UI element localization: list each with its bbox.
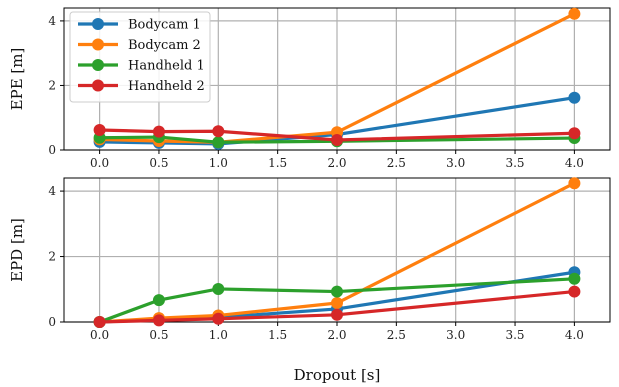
epe-point-handheld-2: [568, 127, 581, 140]
epd-y-tick-label: 2: [48, 250, 56, 264]
epe-x-tick-label: 2.5: [387, 156, 406, 170]
legend: Bodycam 1 Bodycam 2 Handheld 1 Handheld 2: [69, 11, 211, 103]
epd-x-tick-label: 0.0: [90, 328, 109, 342]
epe-point-handheld-2: [93, 123, 106, 136]
epd-point-handheld-1: [212, 282, 225, 295]
legend-label-bodycam-1: Bodycam 1: [128, 18, 201, 33]
epe-x-tick-label: 0.5: [149, 156, 168, 170]
x-axis-label: Dropout [s]: [294, 366, 381, 384]
epd-point-handheld-2: [93, 316, 106, 328]
epd-point-handheld-2: [331, 308, 343, 321]
epe-x-tick-label: 1.5: [268, 156, 287, 170]
epe-x-tick-label: 1.0: [209, 156, 228, 170]
legend-label-handheld-2: Handheld 2: [128, 79, 205, 94]
epe-point-handheld-2: [152, 125, 165, 138]
epd-y-tick-label: 0: [48, 315, 56, 329]
epe-y-tick-label: 0: [48, 143, 56, 157]
epd-point-handheld-2: [152, 314, 165, 327]
epe-x-tick-label: 0.0: [90, 156, 109, 170]
epd-x-tick-label: 2.0: [327, 328, 346, 342]
legend-marker-bodycam-1: [92, 18, 104, 30]
epd-y-axis-label: EPD [m]: [8, 218, 26, 282]
epe-point-bodycam-2: [568, 7, 581, 20]
epd-x-tick-label: 1.5: [268, 328, 287, 342]
legend-label-handheld-1: Handheld 1: [128, 59, 205, 74]
epd-x-tick-label: 0.5: [149, 328, 168, 342]
epe-x-tick-label: 2.0: [327, 156, 346, 170]
epd-point-handheld-1: [152, 294, 165, 307]
epe-point-handheld-2: [212, 125, 225, 138]
epe-point-bodycam-1: [568, 91, 581, 104]
legend-box: [69, 11, 211, 103]
epd-x-tick-label: 1.0: [209, 328, 228, 342]
legend-label-bodycam-2: Bodycam 2: [128, 38, 201, 53]
legend-marker-bodycam-2: [92, 38, 104, 51]
epd-x-tick-label: 3.0: [446, 328, 465, 342]
epd-point-handheld-1: [568, 272, 581, 285]
epe-y-axis-label: EPE [m]: [8, 48, 26, 111]
epe-point-handheld-2: [331, 133, 343, 146]
epd-x-tick-label: 4.0: [565, 328, 584, 342]
epd-point-handheld-1: [331, 285, 343, 298]
epd-point-bodycam-2: [568, 177, 581, 190]
epd-point-handheld-2: [212, 312, 225, 325]
epe-y-tick-label: 4: [48, 14, 56, 28]
epe-x-tick-label: 3.5: [505, 156, 524, 170]
epe-y-tick-label: 2: [48, 78, 56, 92]
epd-panel: 0.0 0.5 1.0 1.5 2.0 2.5 3.0 3.5 4.0 0 2 4: [48, 177, 611, 342]
epd-y-tick-label: 4: [48, 184, 56, 198]
legend-marker-handheld-2: [92, 79, 104, 92]
epe-x-tick-label: 3.0: [446, 156, 465, 170]
epd-x-tick-label: 2.5: [387, 328, 406, 342]
epd-point-handheld-2: [568, 285, 581, 298]
epd-x-tick-label: 3.5: [505, 328, 524, 342]
epe-point-handheld-1: [212, 136, 225, 149]
legend-marker-handheld-1: [92, 59, 104, 71]
epe-x-tick-label: 4.0: [565, 156, 584, 170]
epd-point-bodycam-2: [331, 297, 343, 310]
